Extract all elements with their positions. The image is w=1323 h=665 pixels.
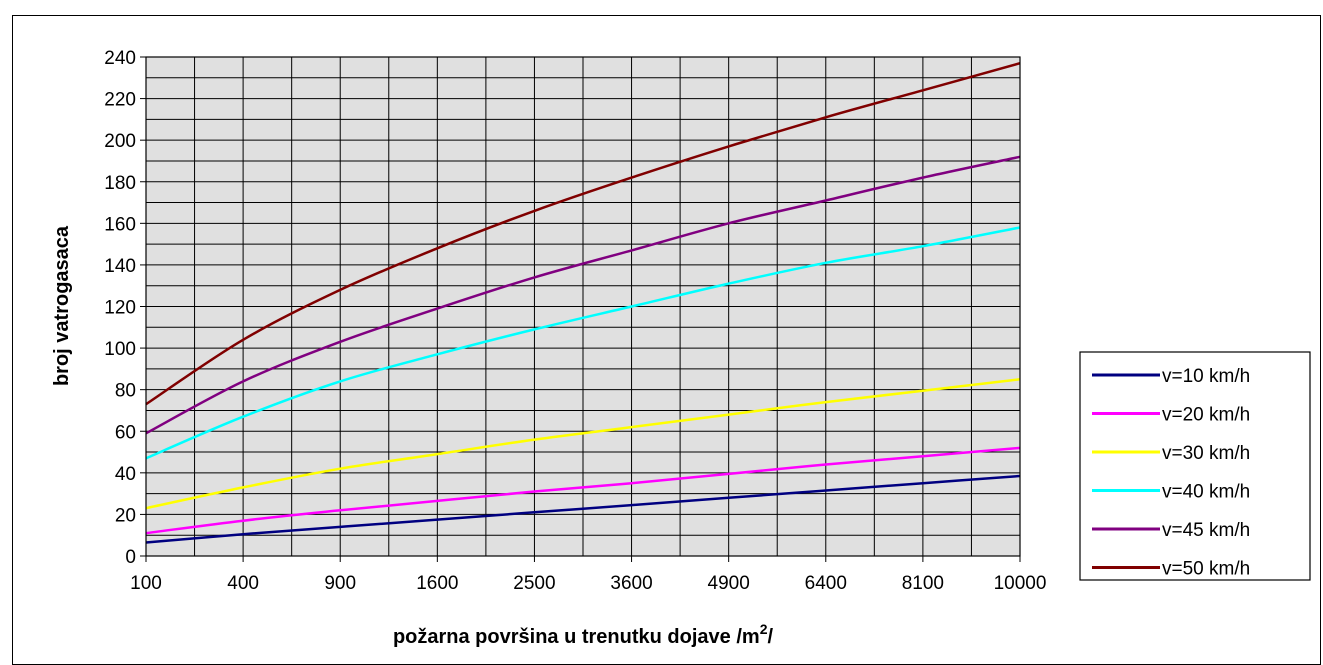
y-axis-ticks: 0 20 40 60 80 100 120 140 160 180 200 220 240	[104, 48, 146, 568]
legend-label: v=45 km/h	[1162, 520, 1250, 541]
legend-label: v=30 km/h	[1162, 443, 1250, 464]
legend: v=10 km/h v=20 km/h v=30 km/h v=40 km/h v=45…	[1079, 351, 1311, 581]
y-tick-label: 240	[104, 48, 136, 69]
x-tick-label: 100	[130, 573, 162, 594]
y-tick-label: 40	[115, 464, 136, 485]
series-line-1	[145, 474, 1021, 544]
y-tick-label: 100	[104, 339, 136, 360]
x-tick-label: 900	[324, 573, 356, 594]
series-lines	[145, 61, 1021, 544]
x-axis-title-suffix: /	[767, 626, 773, 648]
legend-label: v=50 km/h	[1162, 559, 1250, 580]
x-tick-label: 6400	[805, 573, 847, 594]
legend-label: v=10 km/h	[1162, 366, 1250, 387]
y-axis-title: broj vatrogasaca	[51, 225, 73, 386]
x-tick-label: 8100	[902, 573, 944, 594]
y-tick-label: 220	[104, 90, 136, 111]
x-tick-label: 4900	[708, 573, 750, 594]
y-tick-label: 180	[104, 173, 136, 194]
series-line-5	[145, 155, 1021, 435]
x-tick-label: 3600	[610, 573, 652, 594]
x-tick-label: 1600	[416, 573, 458, 594]
x-axis-title: požarna površina u trenutku dojave /m2/	[393, 621, 774, 648]
series-line-3	[145, 378, 1021, 510]
x-axis-title-main: požarna površina u trenutku dojave /m	[393, 626, 760, 648]
y-tick-label: 20	[115, 505, 136, 526]
y-tick-label: 160	[104, 214, 136, 235]
series-line-4	[145, 226, 1021, 460]
y-tick-label: 80	[115, 381, 136, 402]
y-tick-label: 140	[104, 256, 136, 277]
legend-box	[1079, 351, 1311, 581]
series-line-2	[145, 446, 1021, 535]
y-tick-label: 0	[125, 547, 136, 568]
x-tick-label: 10000	[994, 573, 1047, 594]
y-tick-label: 120	[104, 298, 136, 319]
x-tick-label: 2500	[513, 573, 555, 594]
series-line-6	[145, 61, 1021, 406]
x-tick-label: 400	[227, 573, 259, 594]
x-axis-title-sup: 2	[760, 621, 768, 637]
legend-label: v=20 km/h	[1162, 405, 1250, 426]
legend-label: v=40 km/h	[1162, 482, 1250, 503]
y-tick-label: 60	[115, 422, 136, 443]
y-tick-label: 200	[104, 131, 136, 152]
x-axis-ticks: 100 400 900 1600 2500 3600 4900 6400 8100 10000	[130, 556, 1046, 594]
